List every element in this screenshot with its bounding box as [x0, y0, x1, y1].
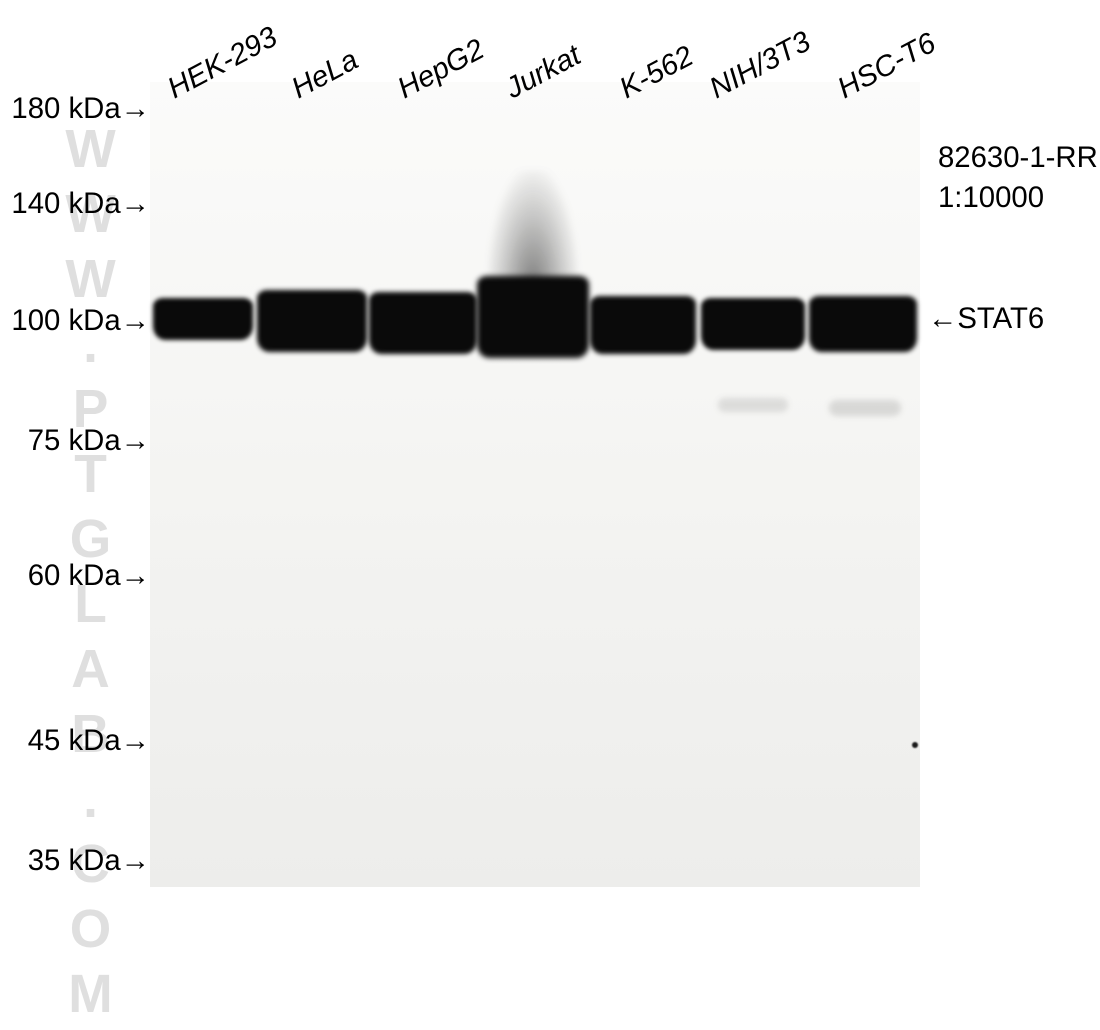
- speck: [912, 742, 918, 748]
- arrow-right-icon: →: [121, 724, 150, 758]
- faint-band: [829, 400, 901, 416]
- protein-band: [809, 296, 917, 352]
- arrow-left-icon: ←: [928, 302, 957, 335]
- band-smear: [488, 170, 578, 290]
- figure-container: WWW.PTGLAB.COM HEK-293HeLaHepG2JurkatK-5…: [0, 0, 1100, 903]
- arrow-right-icon: →: [121, 304, 150, 338]
- arrow-right-icon: →: [121, 844, 150, 878]
- protein-band: [369, 292, 477, 354]
- mw-marker: 180 kDa→: [11, 92, 150, 126]
- mw-marker: 45 kDa→: [28, 724, 150, 758]
- catalog-annotation: 82630-1-RR 1:10000: [938, 138, 1098, 217]
- dilution-ratio: 1:10000: [938, 178, 1098, 218]
- mw-marker: 75 kDa→: [28, 424, 150, 458]
- arrow-right-icon: →: [121, 187, 150, 221]
- mw-marker: 140 kDa→: [11, 187, 150, 221]
- arrow-right-icon: →: [121, 92, 150, 126]
- arrow-right-icon: →: [121, 559, 150, 593]
- mw-marker: 35 kDa→: [28, 844, 150, 878]
- arrow-right-icon: →: [121, 424, 150, 458]
- protein-band: [590, 296, 696, 354]
- catalog-number: 82630-1-RR: [938, 138, 1098, 178]
- faint-band: [718, 398, 788, 412]
- target-name: STAT6: [957, 302, 1044, 335]
- protein-band: [153, 298, 253, 340]
- mw-marker: 60 kDa→: [28, 559, 150, 593]
- protein-band: [477, 276, 589, 358]
- mw-marker: 100 kDa→: [11, 304, 150, 338]
- protein-band: [701, 298, 805, 350]
- target-band-label: ←STAT6: [928, 302, 1044, 336]
- protein-band: [257, 290, 367, 352]
